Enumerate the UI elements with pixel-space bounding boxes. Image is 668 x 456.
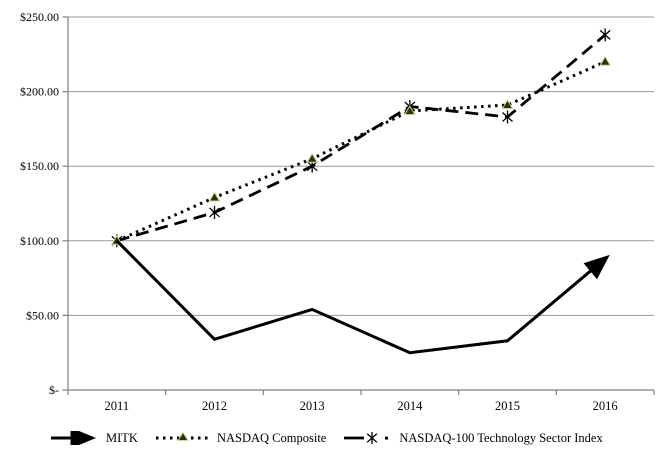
y-axis-label: $100.00 bbox=[20, 234, 59, 248]
y-axis-label: $50.00 bbox=[26, 308, 59, 322]
chart-legend: MITK NASDAQ Composite NASDAQ-100 Technol… bbox=[50, 426, 603, 450]
series-line-nasdaq-100-technology-sector-index bbox=[116, 33, 607, 243]
star-marker bbox=[502, 110, 513, 124]
legend-item-nasdaq-100-tech: NASDAQ-100 Technology Sector Index bbox=[343, 430, 603, 446]
x-axis-label: 2015 bbox=[495, 399, 520, 413]
legend-label-nasdaq-composite: NASDAQ Composite bbox=[216, 430, 327, 445]
x-axis-label: 2014 bbox=[397, 399, 423, 413]
triangle-marker bbox=[501, 99, 514, 110]
x-axis-label: 2016 bbox=[593, 399, 618, 413]
solid-arrow-line-icon bbox=[51, 431, 96, 445]
y-axis-label: $- bbox=[49, 383, 59, 397]
x-axis-label: 2012 bbox=[202, 399, 227, 413]
axes bbox=[62, 16, 655, 395]
chart-plot-area: $- $50.00 $100.00 $150.00 $200.00 $250.00 2011… bbox=[20, 10, 655, 413]
legend-item-nasdaq-composite: NASDAQ Composite bbox=[155, 431, 326, 446]
x-axis-label: 2013 bbox=[300, 399, 325, 413]
legend-label-nasdaq-100-tech: NASDAQ-100 Technology Sector Index bbox=[399, 430, 603, 445]
gridlines bbox=[68, 16, 654, 316]
triangle-marker bbox=[403, 105, 416, 115]
y-axis-label: $150.00 bbox=[20, 159, 59, 173]
y-axis-label: $250.00 bbox=[20, 10, 59, 24]
star-marker bbox=[209, 205, 220, 219]
triangle-marker bbox=[208, 191, 221, 202]
triangle-marker bbox=[306, 152, 319, 163]
legend-label-mitk: MITK bbox=[106, 430, 138, 445]
series-line-nasdaq-composite bbox=[116, 60, 606, 243]
dashed-star-line-icon bbox=[344, 432, 389, 444]
legend-item-mitk: MITK bbox=[50, 431, 138, 446]
star-marker bbox=[599, 28, 611, 42]
y-axis-label: $200.00 bbox=[20, 85, 59, 99]
dotted-triangle-line-icon bbox=[155, 431, 210, 441]
series-line-mitk bbox=[115, 239, 610, 355]
triangle-marker bbox=[599, 55, 612, 66]
x-axis-label: 2011 bbox=[105, 399, 130, 413]
axis-labels: $- $50.00 $100.00 $150.00 $200.00 $250.00 2011… bbox=[20, 10, 618, 413]
data-series bbox=[110, 28, 612, 355]
